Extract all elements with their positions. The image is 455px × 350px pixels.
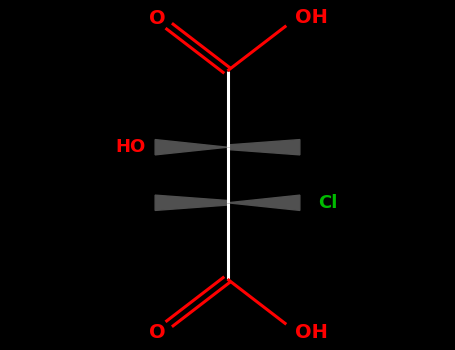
Text: OH: OH xyxy=(295,7,328,27)
Polygon shape xyxy=(155,140,228,155)
Polygon shape xyxy=(228,140,300,155)
Polygon shape xyxy=(155,195,228,210)
Text: HO: HO xyxy=(115,138,146,156)
Text: O: O xyxy=(149,9,166,28)
Text: Cl: Cl xyxy=(318,194,337,212)
Text: OH: OH xyxy=(295,323,328,343)
Text: O: O xyxy=(149,323,166,343)
Polygon shape xyxy=(228,195,300,210)
